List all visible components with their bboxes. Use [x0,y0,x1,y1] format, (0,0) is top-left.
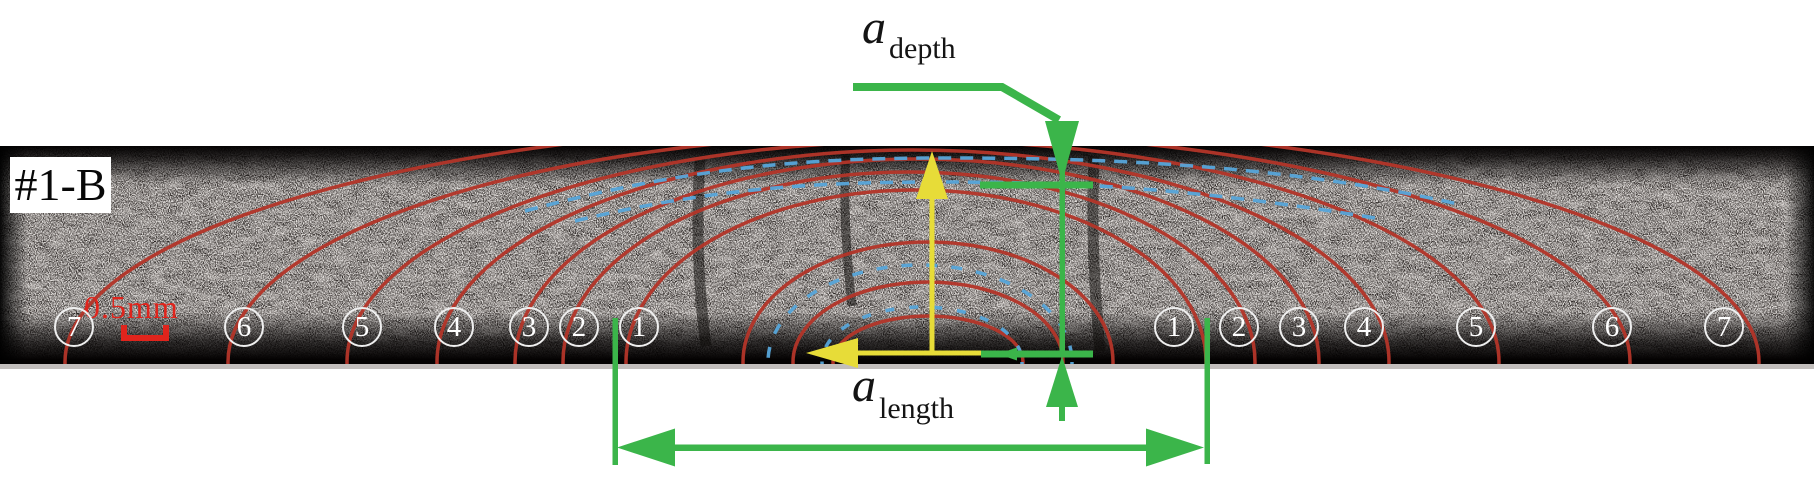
right-arrow-icon [1146,428,1204,467]
specimen-label: #1-B [10,157,111,213]
marker-right-5: 5 [1456,307,1496,347]
marker-left-4: 4 [434,307,474,347]
depth-dimension-label: a depth [862,4,956,64]
depth-symbol: a [862,1,886,54]
marker-left-5: 5 [342,307,382,347]
marker-right-3: 3 [1279,307,1319,347]
crack-front-marks [63,146,1761,364]
marker-right-2: 2 [1219,307,1259,347]
marker-left-3: 3 [509,307,549,347]
marker-right-6: 6 [1592,307,1632,347]
marker-right-4: 4 [1344,307,1384,347]
marker-left-6: 6 [224,307,264,347]
scale-bar-bracket [121,325,169,341]
marker-right-1: 1 [1154,307,1194,347]
marker-right-7: 7 [1704,307,1744,347]
scale-bar-label: 0.5mm [84,289,179,325]
length-dimension-label: a length [852,362,954,424]
marker-left-1: 1 [619,307,659,347]
beach-mark-arcs [63,146,1761,364]
fracture-surface-photo: #1-B 0.5mm 7 6 5 4 3 2 1 1 2 3 4 5 6 7 [0,146,1814,364]
crack-streaks [692,153,1106,352]
depth-subscript: depth [889,32,956,65]
marker-left-7: 7 [54,307,94,347]
depth-leader-line [853,83,1062,124]
length-subscript: length [879,392,954,425]
photo-bottom-edge [0,364,1814,369]
left-arrow-icon [617,428,675,467]
marker-left-2: 2 [559,307,599,347]
length-symbol: a [852,359,876,412]
length-dimension-line [660,444,1160,451]
arrow-stem [1059,407,1065,421]
